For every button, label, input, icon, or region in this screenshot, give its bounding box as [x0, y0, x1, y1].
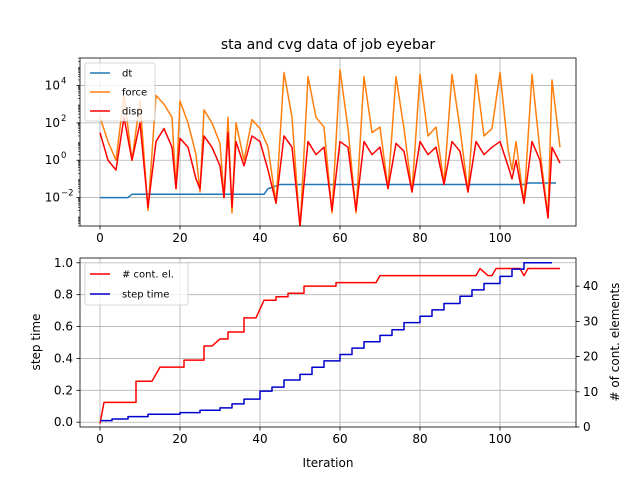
bottom-left-y-tick-label: 0.6 [54, 320, 73, 334]
top-chart: sta and cvg data of job eyebar 0 20 40 60 80… [45, 37, 577, 245]
top-y-tick-exponent: 2 [61, 114, 66, 124]
top-y-tick-exponent: −2 [61, 189, 74, 199]
top-y-tick-exponent: 0 [61, 151, 66, 161]
top-legend-label: disp [122, 107, 143, 118]
top-x-tick-label: 60 [332, 231, 347, 245]
bottom-left-y-tick-label: 0.2 [54, 383, 73, 397]
bottom-right-y-tick-label: 30 [583, 314, 598, 328]
top-x-tick-label: 0 [96, 231, 104, 245]
top-legend-label: force [122, 88, 147, 99]
top-x-tick-label: 20 [172, 231, 187, 245]
top-legend: dt force disp [84, 62, 156, 122]
bottom-left-y-tick-label: 0.0 [54, 415, 73, 429]
bottom-legend: # cont. el. step time [84, 262, 189, 306]
bottom-x-tick-label: 40 [252, 432, 267, 446]
bottom-x-tick-label: 20 [172, 432, 187, 446]
top-legend-label: dt [122, 69, 132, 80]
bottom-right-y-tick-label: 20 [583, 350, 598, 364]
top-series-group [99, 69, 561, 226]
bottom-plot-frame [79, 257, 577, 428]
top-legend-box [84, 62, 156, 122]
top-y-tick-label: 10 [45, 191, 60, 205]
top-chart-title: sta and cvg data of job eyebar [221, 37, 436, 53]
bottom-series-line-cont-el [99, 267, 560, 424]
top-series-line-disp [99, 116, 561, 226]
top-y-tick-label: 10 [45, 116, 60, 130]
bottom-left-y-tick-label: 0.8 [54, 288, 73, 302]
top-plot-frame [79, 57, 577, 227]
bottom-right-y-tick-label: 10 [583, 385, 598, 399]
bottom-right-y-tick-label: 0 [583, 420, 591, 434]
bottom-x-tick-label: 0 [96, 432, 104, 446]
bottom-series-group [99, 262, 560, 424]
top-y-tick-exponent: 4 [61, 77, 66, 87]
bottom-right-axis-label: # of cont. elements [608, 283, 622, 402]
bottom-legend-label: # cont. el. [122, 270, 174, 281]
bottom-right-y-tick-label: 40 [583, 279, 598, 293]
bottom-x-tick-label: 100 [489, 432, 512, 446]
bottom-axis-ticks: 0 20 40 60 80 100 0.0 0.2 0.4 0.6 0.8 1.0 0 10 20 30 40 [54, 256, 598, 446]
bottom-left-y-tick-label: 1.0 [54, 256, 73, 270]
top-x-tick-label: 40 [252, 231, 267, 245]
top-plot-area [80, 58, 576, 226]
bottom-series-line-step-time [100, 262, 552, 422]
bottom-chart: 0 20 40 60 80 1000.00.20.40.60.81.0010203040 … [29, 256, 622, 470]
bottom-left-y-tick-label: 0.4 [54, 351, 73, 365]
top-y-tick-label: 10 [45, 153, 60, 167]
bottom-x-tick-label: 80 [412, 432, 427, 446]
bottom-left-axis-label: step time [29, 314, 43, 371]
top-x-tick-label: 100 [489, 231, 512, 245]
bottom-legend-box [84, 262, 189, 306]
top-series-line-force [99, 69, 561, 226]
bottom-x-axis-label: Iteration [303, 456, 354, 470]
bottom-x-tick-label: 60 [332, 432, 347, 446]
bottom-legend-label: step time [122, 290, 169, 301]
top-x-tick-label: 80 [412, 231, 427, 245]
top-y-tick-label: 10 [45, 79, 60, 93]
